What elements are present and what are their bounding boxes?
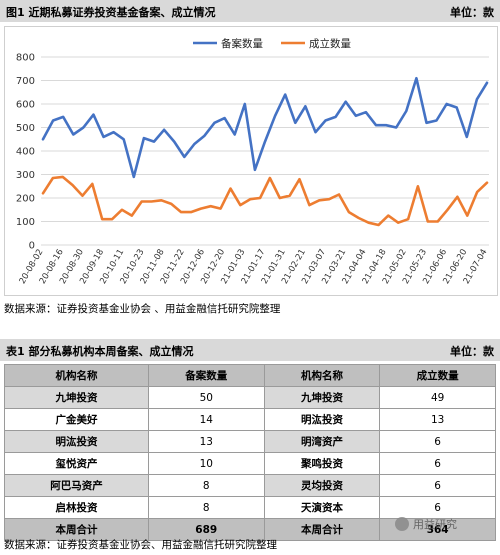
cell-established-count: 6 (379, 430, 496, 453)
figure-source: 数据来源：证券投资基金业协会 、用益金融信托研究院整理 (4, 303, 281, 315)
col-header-established-count: 成立数量 (379, 364, 496, 387)
y-tick-label: 300 (16, 170, 35, 181)
cell-established-name: 九坤投资 (263, 386, 381, 409)
legend-label: 备案数量 (221, 37, 263, 50)
cell-filed-name: 阿巴马资产 (4, 474, 149, 497)
cell-established-name: 明汯投资 (263, 408, 381, 431)
col-header-institution-established: 机构名称 (263, 364, 381, 387)
cell-filed-name: 玺悦资产 (4, 452, 149, 475)
table-row: 九坤投资 50 九坤投资 49 (4, 386, 496, 409)
table-row: 广金美好 14 明汯投资 13 (4, 408, 496, 431)
cell-established-name: 天演资本 (263, 496, 381, 519)
chart-panel: 0 100 200 300 400 500 600 700 800 20-08-02 20-08-1… (4, 26, 498, 296)
cell-filed-count: 14 (147, 408, 265, 431)
institution-table: 机构名称 备案数量 机构名称 成立数量 九坤投资 50 九坤投资 49 广金美好… (4, 364, 496, 541)
cell-established-count: 13 (379, 408, 496, 431)
col-header-filed-count: 备案数量 (147, 364, 265, 387)
cell-established-count: 6 (379, 452, 496, 475)
table-title: 表1 部分私募机构本周备案、成立情况 (6, 345, 194, 358)
y-tick-label: 400 (16, 147, 35, 158)
table-row: 明汯投资 13 明湾资产 6 (4, 430, 496, 453)
cell-filed-count: 8 (147, 474, 265, 497)
table-row: 阿巴马资产 8 灵均投资 6 (4, 474, 496, 497)
legend-label: 成立数量 (309, 37, 351, 50)
table-total-row: 本周合计 689 本周合计 364 (4, 518, 496, 541)
y-tick-label: 700 (16, 76, 35, 87)
col-header-institution-filed: 机构名称 (4, 364, 149, 387)
y-tick-label: 0 (29, 241, 35, 252)
cell-filed-count: 50 (147, 386, 265, 409)
cell-filed-name: 明汯投资 (4, 430, 149, 453)
watermark: 用益研究 (395, 516, 457, 532)
y-tick-label: 800 (16, 53, 35, 64)
cell-filed-count: 13 (147, 430, 265, 453)
cell-filed-count: 10 (147, 452, 265, 475)
table-header-row: 机构名称 备案数量 机构名称 成立数量 (4, 364, 496, 387)
table-unit: 单位：款 (450, 345, 494, 358)
series-line-1 (41, 76, 489, 179)
y-tick-label: 600 (16, 100, 35, 111)
cell-established-name: 明湾资产 (263, 430, 381, 453)
table-source: 数据来源：证券投资基金业协会、用益金融信托研究院整理 (4, 539, 277, 551)
cell-filed-count: 8 (147, 496, 265, 519)
figure-title-bar: 图1 近期私募证券投资基金备案、成立情况 单位：款 (0, 0, 500, 22)
cell-total-label-filed: 本周合计 (4, 518, 149, 541)
table-row: 玺悦资产 10 聚鸣投资 6 (4, 452, 496, 475)
watermark-text: 用益研究 (413, 518, 457, 531)
figure-title: 图1 近期私募证券投资基金备案、成立情况 (6, 6, 216, 19)
cell-established-count: 6 (379, 474, 496, 497)
cell-total-label-established: 本周合计 (263, 518, 381, 541)
line-chart: 010020030040050060070080020-08-0220-08-1… (16, 37, 490, 286)
y-tick-label: 100 (16, 217, 35, 228)
series-line-2 (41, 175, 489, 227)
y-tick-label: 200 (16, 194, 35, 205)
cell-filed-name: 九坤投资 (4, 386, 149, 409)
cell-established-name: 灵均投资 (263, 474, 381, 497)
y-tick-label: 500 (16, 123, 35, 134)
figure-unit: 单位：款 (450, 6, 494, 19)
cell-filed-name: 启林投资 (4, 496, 149, 519)
cell-total-filed: 689 (147, 518, 265, 541)
cell-established-name: 聚鸣投资 (263, 452, 381, 475)
table-title-bar: 表1 部分私募机构本周备案、成立情况 单位：款 (0, 339, 500, 361)
wechat-icon (395, 517, 409, 531)
cell-filed-name: 广金美好 (4, 408, 149, 431)
cell-established-count: 49 (379, 386, 496, 409)
